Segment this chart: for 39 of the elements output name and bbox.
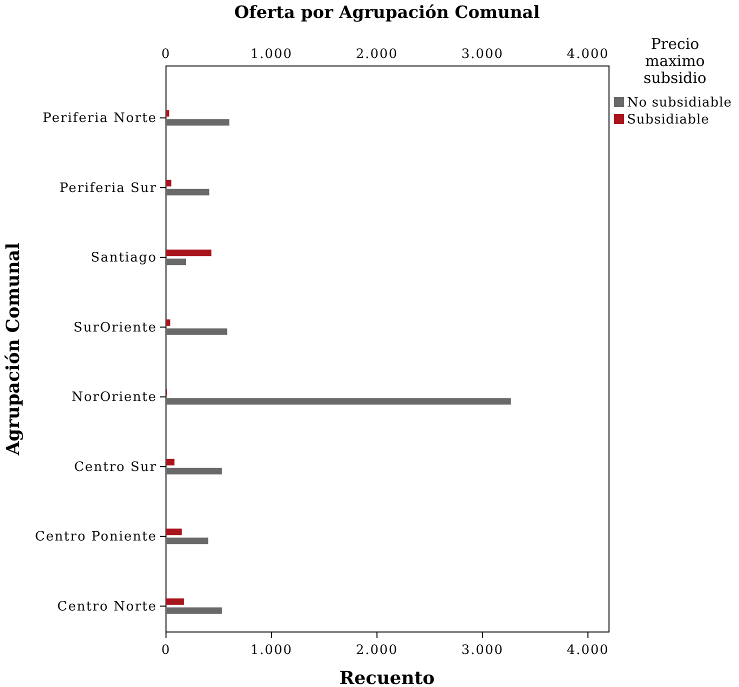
x-tick-label: 0: [161, 643, 171, 658]
x-axis-title: Recuento: [339, 668, 435, 687]
y-tick-label: Centro Poniente: [35, 530, 157, 545]
bar: [166, 528, 182, 536]
bar: [166, 180, 172, 186]
bar: [166, 328, 228, 335]
x-tick-label: 2.000: [356, 643, 398, 658]
y-tick-label: Santiago: [90, 250, 157, 266]
legend-label: Subsidiable: [627, 112, 710, 128]
x-tick-label: 4.000: [566, 643, 610, 658]
bar: [166, 110, 170, 117]
y-tick-label: Periferia Sur: [60, 180, 157, 196]
x2-tick-label: 2.000: [356, 47, 398, 62]
y-tick-label: SurOriente: [73, 320, 157, 336]
bar: [166, 598, 184, 605]
bar: [166, 607, 222, 614]
y-tick-label: Periferia Norte: [42, 111, 157, 126]
x2-tick-label: 1.000: [250, 47, 293, 62]
legend-title: Precio maximo subsidio: [644, 35, 706, 87]
x2-tick-label: 3.000: [461, 47, 504, 62]
x-tick-label: 1.000: [250, 643, 293, 658]
bar: [166, 398, 511, 405]
bar: [166, 188, 210, 196]
bar: [166, 258, 186, 266]
bar: [166, 458, 174, 466]
x2-tick-label: 0: [161, 47, 171, 62]
y-tick-label: Centro Sur: [74, 460, 157, 475]
chart-title: Oferta por Agrupación Comunal: [234, 3, 540, 23]
legend-label: No subsidiable: [627, 96, 732, 110]
bar: [166, 468, 222, 474]
x2-tick-label: 4.000: [566, 47, 610, 62]
y-axis-title: Agrupación Comunal: [3, 242, 24, 456]
y-tick-label: Centro Norte: [57, 599, 157, 614]
bar: [166, 250, 212, 256]
bar: [166, 538, 208, 544]
bar: [166, 119, 230, 126]
y-tick-label: NorOriente: [72, 390, 157, 406]
x-tick-label: 3.000: [461, 643, 504, 658]
bar: [166, 319, 170, 326]
